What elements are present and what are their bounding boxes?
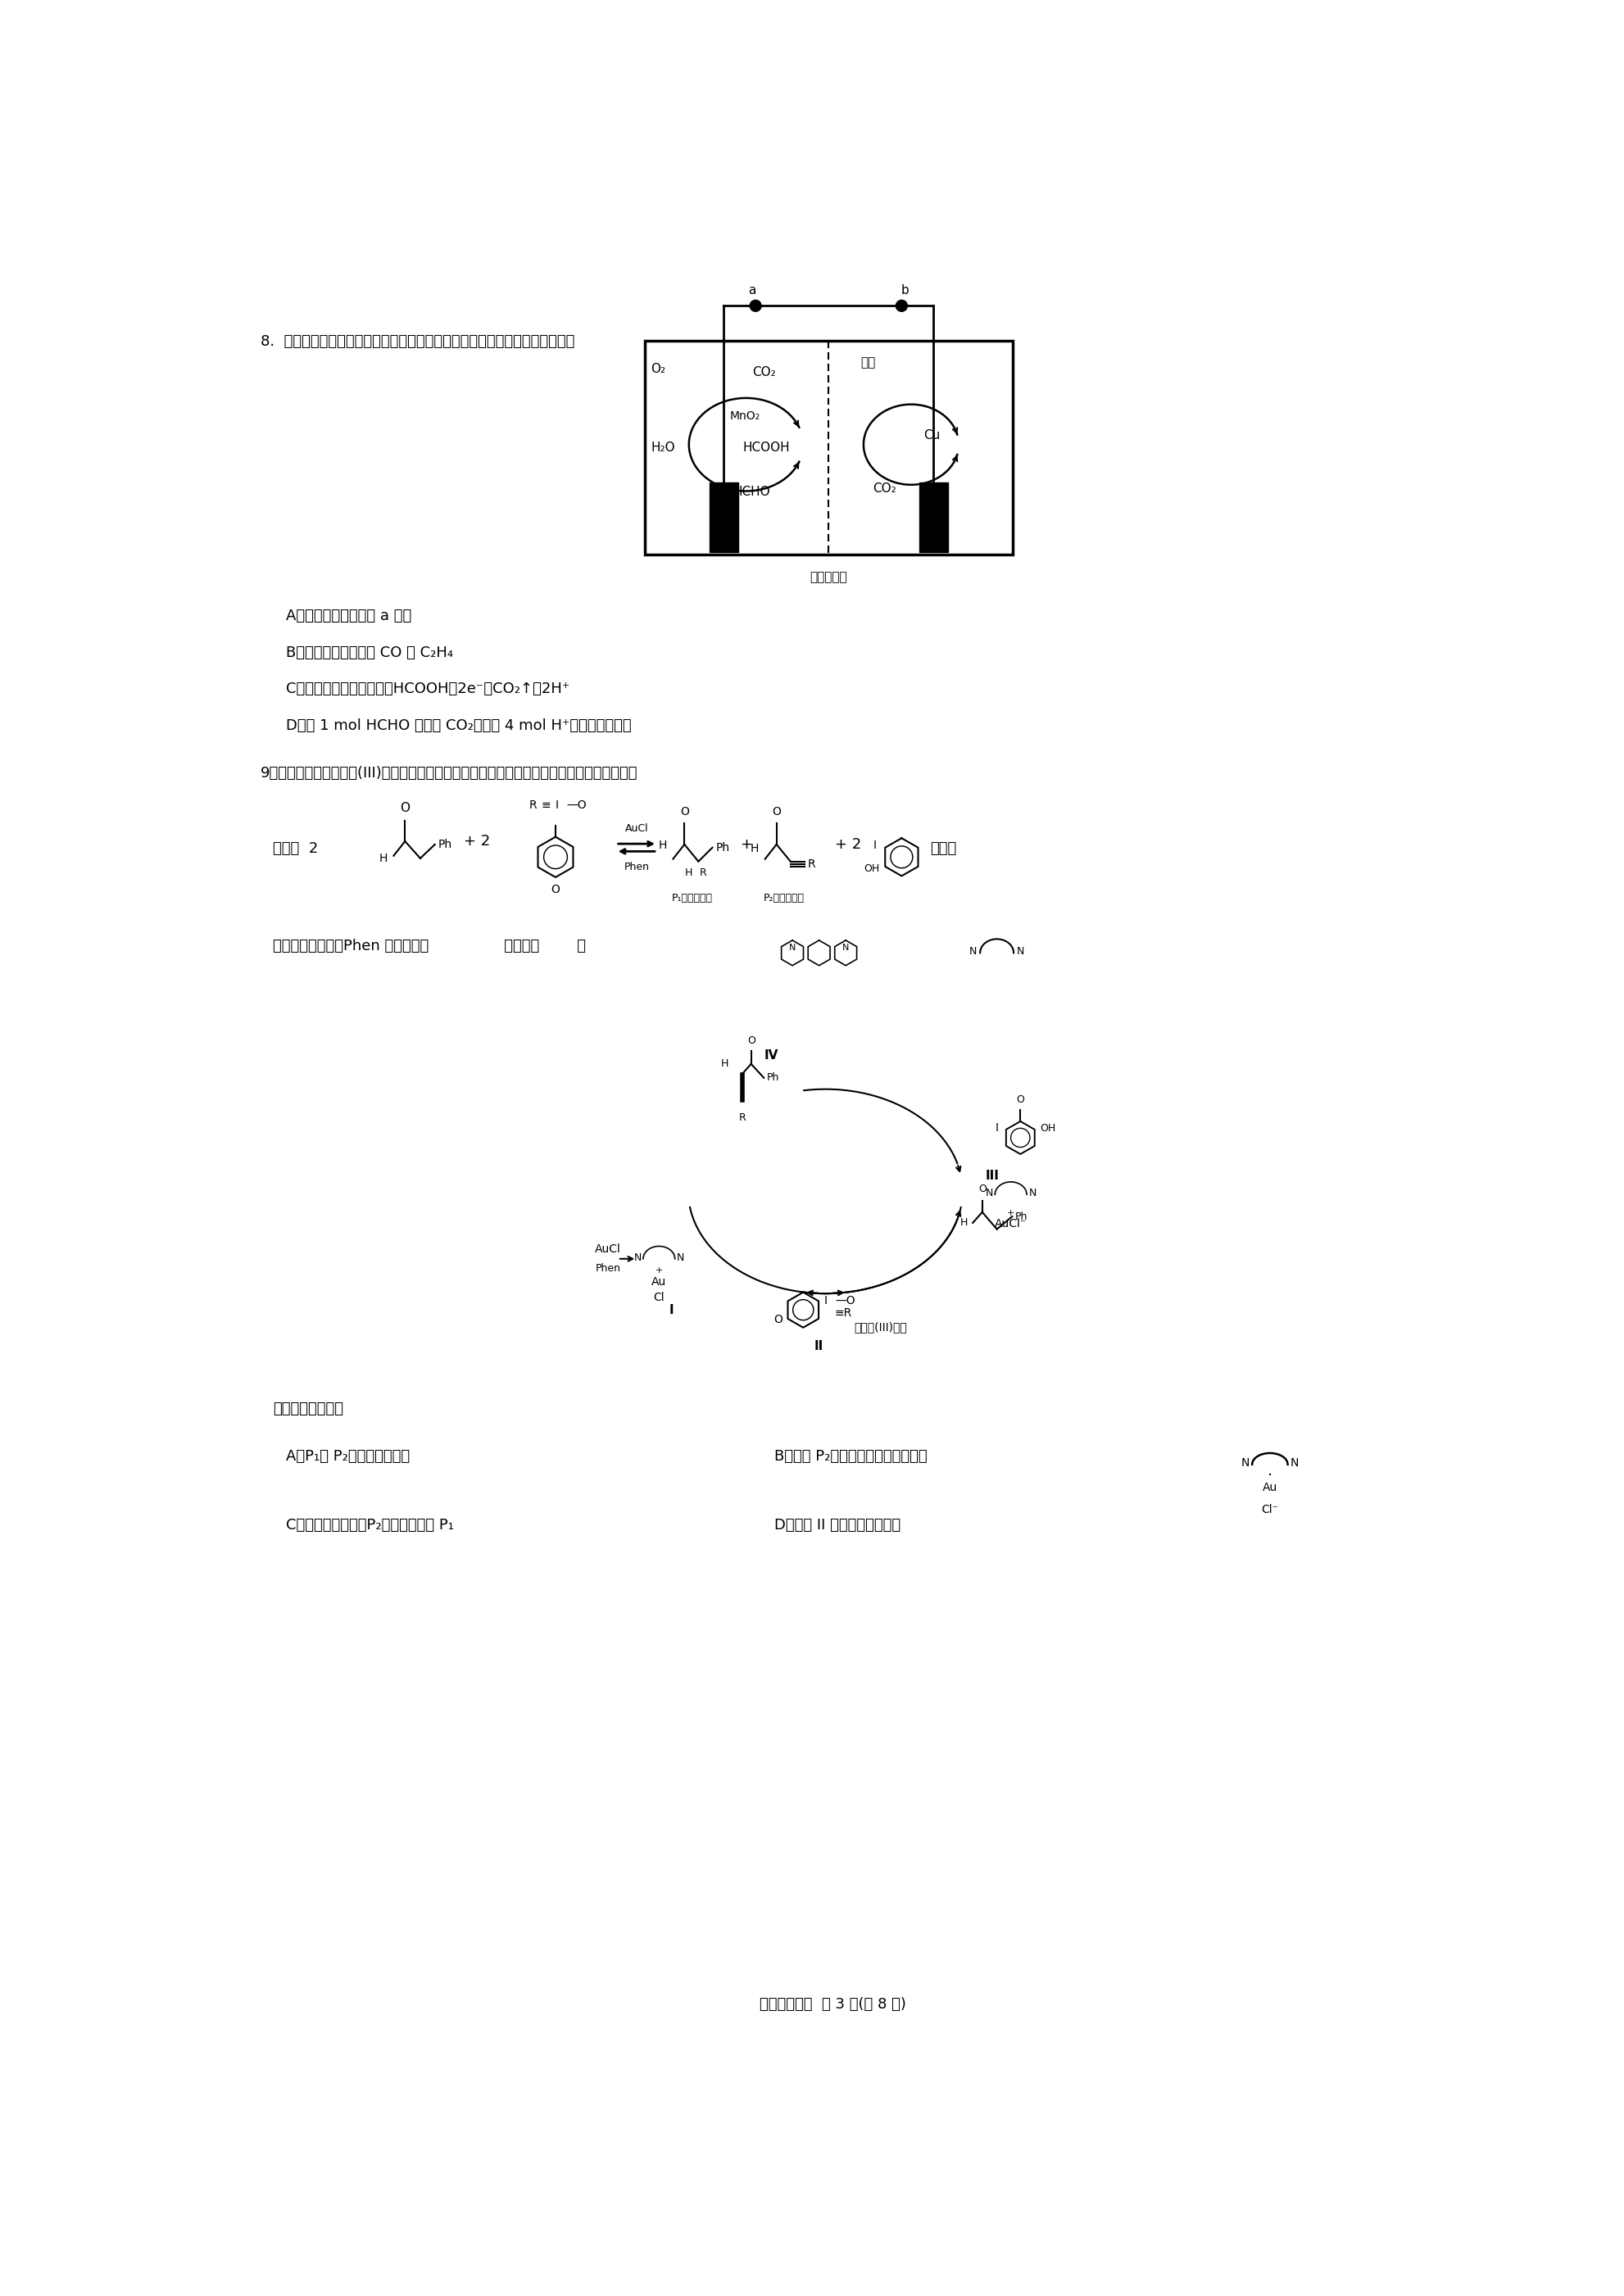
Text: O: O [551, 884, 560, 895]
Text: 表示为  2: 表示为 2 [273, 840, 318, 856]
Text: R: R [700, 868, 706, 879]
Text: I: I [823, 1295, 827, 1306]
Text: H: H [658, 840, 666, 852]
Text: I: I [996, 1123, 999, 1134]
Text: Ph: Ph [715, 843, 729, 854]
Text: H: H [685, 868, 692, 879]
Text: N: N [984, 1187, 992, 1199]
Text: Cl: Cl [653, 1293, 664, 1304]
Text: Cl⁻: Cl⁻ [1260, 1504, 1278, 1515]
Text: N: N [677, 1251, 684, 1263]
Text: A．外接电源的正极与 a 相连: A．外接电源的正极与 a 相连 [286, 608, 411, 622]
Text: R: R [807, 859, 815, 870]
Text: P₂（副产物）: P₂（副产物） [763, 893, 804, 905]
Text: Ph: Ph [767, 1072, 780, 1084]
Text: Cu: Cu [924, 429, 940, 441]
Text: 高价碘(III)试剂: 高价碘(III)试剂 [854, 1320, 906, 1332]
Text: O: O [978, 1185, 986, 1194]
Text: Au: Au [651, 1277, 666, 1288]
Text: 9．羰基化合物与高价碘(III)试剂发生交叉偶联反应，并伴随着副产物生成。一定条件下，转化: 9．羰基化合物与高价碘(III)试剂发生交叉偶联反应，并伴随着副产物生成。一定条… [260, 765, 637, 781]
Text: D．当 1 mol HCHO 转化为 CO₂，则有 4 mol H⁺通过质子交换膜: D．当 1 mol HCHO 转化为 CO₂，则有 4 mol H⁺通过质子交换… [286, 719, 630, 732]
Text: OH: OH [1039, 1123, 1056, 1134]
Text: 反应机理如图。（Phen 为邻三氮菲                ，简写为        ）: 反应机理如图。（Phen 为邻三氮菲 ，简写为 ） [273, 939, 586, 953]
Text: b: b [900, 285, 908, 296]
Text: B．生成 P₂过程中，起催化作用的是: B．生成 P₂过程中，起催化作用的是 [775, 1449, 927, 1463]
Text: +: + [739, 838, 752, 852]
Text: AuCl⁻: AuCl⁻ [994, 1217, 1026, 1228]
Text: N: N [841, 944, 849, 953]
Text: 高三化学试题  第 3 页(共 8 页): 高三化学试题 第 3 页(共 8 页) [758, 1998, 906, 2011]
Text: O: O [773, 1313, 781, 1325]
Text: D．过程 II 中，碘元素被还原: D．过程 II 中，碘元素被还原 [775, 1518, 900, 1534]
Bar [645, 340, 1012, 556]
Text: H: H [750, 843, 758, 854]
Text: HCHO: HCHO [732, 487, 770, 498]
Text: H₂O: H₂O [651, 441, 674, 455]
Text: MnO₂: MnO₂ [729, 411, 760, 422]
Text: A．P₁和 P₂互为同分异构体: A．P₁和 P₂互为同分异构体 [286, 1449, 409, 1463]
Text: O₂: O₂ [651, 363, 666, 374]
Bar [919, 482, 947, 551]
Text: CO₂: CO₂ [872, 482, 896, 496]
Text: CO₂: CO₂ [752, 365, 776, 379]
Text: R: R [739, 1114, 745, 1123]
Text: O: O [747, 1035, 755, 1047]
Text: N: N [1241, 1458, 1249, 1469]
Text: —O: —O [835, 1295, 854, 1306]
Text: Phen: Phen [624, 861, 650, 872]
Text: AuCl: AuCl [594, 1244, 620, 1256]
Text: + 2: + 2 [835, 838, 861, 852]
Text: AuCl: AuCl [625, 822, 648, 833]
Text: N: N [789, 944, 796, 953]
Text: O: O [400, 801, 409, 815]
Text: a: a [749, 285, 755, 296]
Text: ·: · [1267, 1467, 1272, 1483]
Text: O: O [1015, 1095, 1023, 1104]
Bar [710, 482, 737, 551]
Text: 产品: 产品 [861, 356, 875, 370]
Text: B．右室中产品可能为 CO 或 C₂H₄: B．右室中产品可能为 CO 或 C₂H₄ [286, 645, 453, 659]
Text: P₁（主产物）: P₁（主产物） [671, 893, 713, 905]
Text: ≡: ≡ [541, 799, 551, 810]
Circle shape [895, 301, 906, 312]
Text: O: O [771, 806, 781, 817]
Text: Ph: Ph [1015, 1212, 1028, 1221]
Text: H: H [721, 1058, 729, 1070]
Text: HCOOH: HCOOH [742, 441, 789, 455]
Text: O: O [680, 806, 689, 817]
Text: C．左室可能的电极反应：HCOOH－2e⁻＝CO₂↑＋2H⁺: C．左室可能的电极反应：HCOOH－2e⁻＝CO₂↑＋2H⁺ [286, 682, 568, 696]
Text: R: R [529, 799, 538, 810]
Text: —O: —O [567, 799, 586, 810]
Text: N: N [970, 946, 976, 957]
Text: Phen: Phen [596, 1263, 620, 1274]
Text: N: N [1017, 946, 1025, 957]
Text: I: I [872, 840, 875, 852]
Text: N: N [1289, 1458, 1298, 1469]
Text: N: N [1028, 1187, 1036, 1199]
Text: I: I [555, 799, 559, 810]
Text: III: III [984, 1169, 999, 1182]
Text: ，部分: ，部分 [929, 840, 957, 856]
Text: C．该反应条件下，P₂的稳定性高于 P₁: C．该反应条件下，P₂的稳定性高于 P₁ [286, 1518, 453, 1534]
Text: Au: Au [1262, 1483, 1276, 1495]
Text: I: I [669, 1304, 674, 1316]
Circle shape [749, 301, 762, 312]
Text: 下列说法错误的是: 下列说法错误的是 [273, 1401, 343, 1417]
Text: N: N [633, 1251, 641, 1263]
Text: OH: OH [864, 863, 879, 875]
Text: + 2: + 2 [463, 833, 490, 850]
Text: H: H [378, 852, 387, 863]
Text: IV: IV [763, 1049, 778, 1061]
Text: 质子交换膜: 质子交换膜 [809, 572, 846, 583]
Text: +: + [1007, 1210, 1013, 1217]
Text: 8.  电催化氧化法能高效去除废水中的甲醛，原理如图所示。下列说法错误的是: 8. 电催化氧化法能高效去除废水中的甲醛，原理如图所示。下列说法错误的是 [260, 335, 575, 349]
Text: H: H [960, 1217, 968, 1228]
Text: Ph: Ph [438, 838, 451, 850]
Text: +: + [654, 1267, 663, 1274]
Text: II: II [814, 1341, 823, 1352]
Text: ≡R: ≡R [835, 1306, 853, 1318]
